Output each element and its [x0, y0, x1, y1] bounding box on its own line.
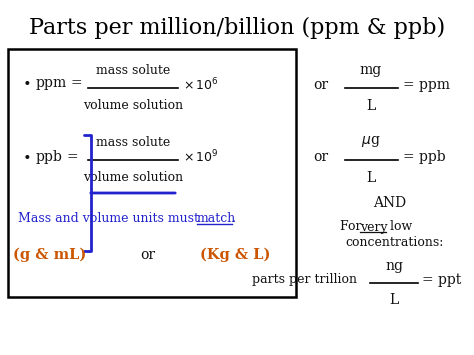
Text: ng: ng — [385, 259, 403, 273]
Text: L: L — [366, 99, 375, 113]
Text: AND: AND — [374, 196, 407, 210]
Text: parts per trillion: parts per trillion — [252, 273, 357, 286]
Text: L: L — [366, 171, 375, 185]
Text: concentrations:: concentrations: — [345, 235, 443, 248]
Text: $\times\,10^6$: $\times\,10^6$ — [183, 77, 219, 93]
FancyBboxPatch shape — [8, 49, 296, 297]
Text: mg: mg — [360, 63, 382, 77]
Text: Parts per million/billion (ppm & ppb): Parts per million/billion (ppm & ppb) — [29, 17, 445, 39]
Text: $\bullet$ ppm =: $\bullet$ ppm = — [22, 77, 82, 93]
Text: $\times\,10^9$: $\times\,10^9$ — [183, 149, 219, 165]
Text: mass solute: mass solute — [96, 64, 170, 77]
Text: (g & mL): (g & mL) — [13, 248, 87, 262]
Text: = ppm: = ppm — [403, 78, 450, 92]
Text: mass solute: mass solute — [96, 136, 170, 149]
Text: volume solution: volume solution — [83, 171, 183, 184]
Text: L: L — [389, 293, 399, 307]
Text: or: or — [140, 248, 155, 262]
Text: match: match — [197, 213, 236, 225]
Text: or: or — [313, 150, 328, 164]
Text: low: low — [386, 220, 412, 234]
Text: $\bullet$ ppb =: $\bullet$ ppb = — [22, 148, 78, 166]
Text: .: . — [232, 213, 236, 225]
Text: or: or — [313, 78, 328, 92]
Text: = ppt: = ppt — [422, 273, 461, 287]
Text: Mass and volume units must: Mass and volume units must — [18, 213, 203, 225]
Text: (Kg & L): (Kg & L) — [200, 248, 270, 262]
Text: For: For — [340, 220, 365, 234]
Text: volume solution: volume solution — [83, 99, 183, 112]
Text: $\it{\mu}$g: $\it{\mu}$g — [361, 134, 381, 149]
Text: very: very — [360, 220, 388, 234]
Text: = ppb: = ppb — [403, 150, 446, 164]
